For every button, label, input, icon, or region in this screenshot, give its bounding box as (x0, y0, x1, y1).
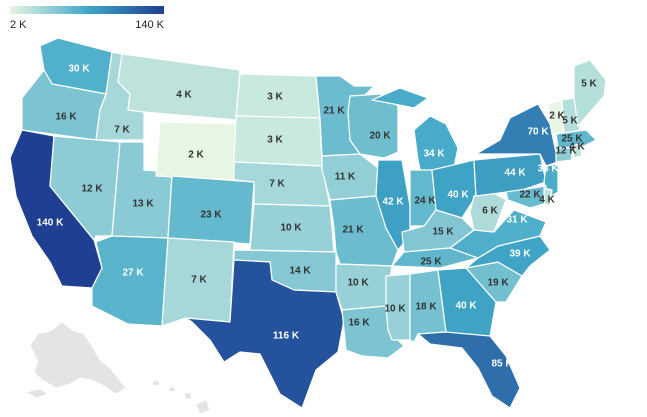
state-md[interactable] (505, 185, 547, 209)
state-tx[interactable] (185, 259, 345, 409)
hawaii-kauai (151, 379, 161, 387)
state-ma[interactable] (555, 129, 597, 149)
state-nd[interactable] (235, 73, 321, 119)
states-layer (9, 37, 607, 409)
state-ar[interactable] (335, 263, 393, 311)
legend-min-label: 2 K (10, 19, 27, 31)
color-legend: 2 K 140 K (10, 6, 165, 31)
alaska-chain (24, 388, 49, 399)
state-co[interactable] (167, 175, 255, 245)
state-ia[interactable] (321, 153, 379, 201)
state-ct[interactable] (555, 147, 573, 163)
alaska-shape (29, 321, 127, 395)
hawaii-oahu (167, 385, 177, 393)
state-ri[interactable] (571, 143, 583, 159)
state-ny[interactable] (475, 103, 559, 167)
state-ms[interactable] (385, 273, 411, 341)
hawaii-maui (183, 391, 193, 400)
alaska-hawaii-inset (24, 321, 211, 415)
state-fl[interactable] (417, 331, 521, 409)
state-sd[interactable] (233, 115, 323, 167)
state-nm[interactable] (161, 237, 235, 327)
state-vt[interactable] (547, 99, 563, 135)
state-oh[interactable] (431, 159, 477, 219)
state-me[interactable] (573, 59, 607, 127)
state-wy[interactable] (155, 121, 237, 181)
legend-max-label: 140 K (135, 19, 164, 31)
state-az[interactable] (91, 235, 169, 327)
state-mi[interactable] (371, 87, 459, 179)
state-ks[interactable] (249, 203, 335, 253)
state-pa[interactable] (473, 153, 547, 197)
state-mt[interactable] (117, 53, 241, 121)
legend-color-bar (10, 6, 164, 14)
state-va[interactable] (449, 209, 547, 259)
hawaii-big-island (195, 399, 211, 415)
state-de[interactable] (543, 187, 553, 207)
